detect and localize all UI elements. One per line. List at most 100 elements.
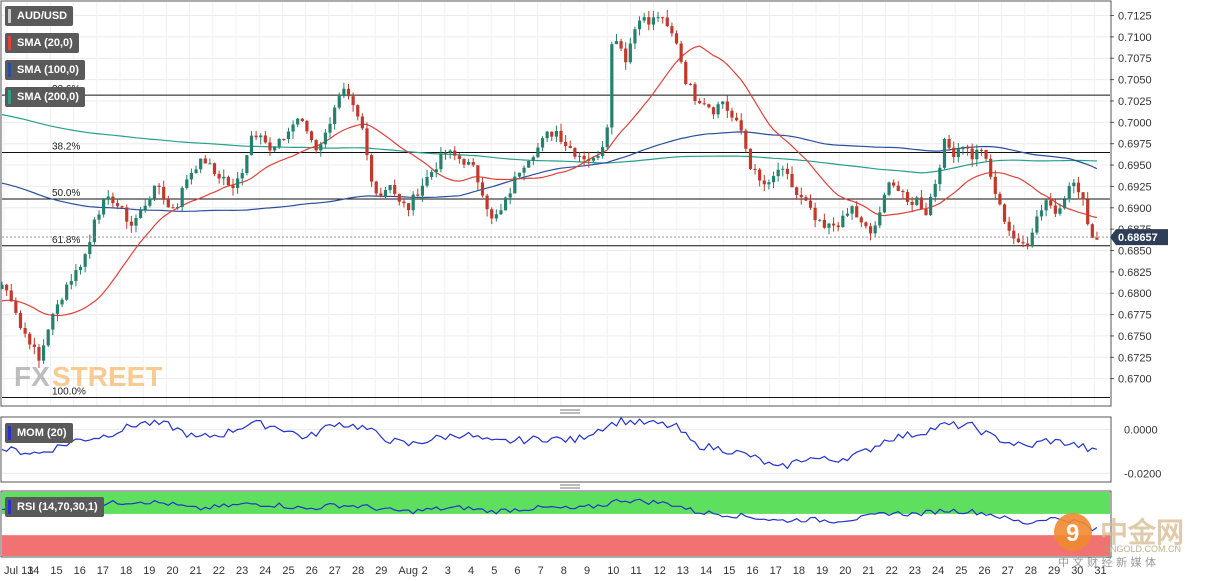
date-tick-label: 6 [514,565,520,577]
candle-body [601,147,605,156]
candle-body [924,209,928,216]
candle-body [785,168,789,174]
candle-body [1090,224,1094,238]
candle-body [605,127,609,148]
date-tick-label: 20 [839,565,851,577]
candle-body [550,131,554,137]
price-tick-label: 0.6975 [1118,139,1152,151]
candle-body [148,198,152,206]
candle-body [41,345,46,361]
pane-divider-handle-2[interactable] [560,484,580,489]
date-tick-label: 4 [468,565,474,577]
candle-body [674,33,679,44]
candle-body [9,290,13,302]
candle-body [850,206,854,214]
date-tick-label: 2 [422,565,428,577]
candle-body [102,198,106,215]
candle-body [346,88,351,97]
candle-body [471,162,475,166]
candle-body [864,222,868,227]
date-tick-label: 31 [1094,565,1106,577]
candle-body [217,173,221,179]
date-tick-label: Jul 13 [4,565,33,577]
watermark-fx: FX [14,361,50,392]
candle-body [222,176,226,179]
candle-body [827,223,831,228]
cngold-logo-glyph: 9 [1066,520,1079,547]
current-price-badge [1110,229,1168,246]
candle-body [975,149,979,160]
momentum-tick-label: 0.0000 [1124,424,1158,436]
candle-body [993,176,997,194]
candle-body [762,180,766,185]
cngold-brand: 中金网 [1100,516,1184,548]
candle-body [393,185,397,194]
legend-sma20[interactable]: SMA (20,0) [5,33,79,53]
pane-divider-handle[interactable] [560,409,580,414]
candle-body [14,301,18,313]
candle-body [508,193,512,198]
momentum-pane [0,416,1112,483]
price-tick-label: 0.6700 [1118,374,1152,386]
candle-body [37,347,41,361]
candle-body [1035,216,1039,233]
candle-body [744,130,748,149]
candle-body [670,26,674,34]
fib-label: 61.8% [52,235,80,246]
candle-body [1086,199,1090,225]
candle-body [979,149,984,151]
candle-body [272,146,277,151]
date-tick-label: 7 [538,565,544,577]
candle-body [434,169,438,173]
date-tick-label: 3 [445,565,451,577]
candle-body [448,150,452,153]
legend-rsi[interactable]: RSI (14,70,30,1) [5,497,104,517]
candle-body [263,135,267,143]
candle-body [661,17,665,19]
candle-body [665,17,669,27]
candle-body [1049,200,1053,206]
candle-body [813,207,817,221]
candle-body [383,190,388,197]
legend-symbol[interactable]: AUD/USD [5,6,74,26]
candle-body [892,182,896,186]
legend-sma100[interactable]: SMA (100,0) [5,60,85,80]
candle-body [337,96,341,108]
date-tick-label: 14 [27,565,39,577]
candle-body [231,185,235,189]
candle-body [485,195,489,210]
price-tick-label: 0.6775 [1118,310,1152,322]
date-tick-label: 25 [282,565,294,577]
candle-body [637,20,642,30]
candle-body [1026,243,1030,247]
candle-body [416,194,420,196]
momentum-line [1,416,1098,470]
price-tick-label: 0.7100 [1118,32,1152,44]
date-tick-label: 16 [74,565,86,577]
candle-body [0,284,4,290]
date-tick-label: 15 [723,565,735,577]
candle-body [286,131,291,140]
legend-sma200[interactable]: SMA (200,0) [5,87,85,107]
date-tick-label: 28 [352,565,364,577]
candle-body [596,155,600,158]
candle-body [212,163,217,174]
price-tick-label: 0.6950 [1118,160,1152,172]
candle-body [1030,232,1034,247]
candle-body [240,173,244,179]
candle-body [536,147,540,158]
date-tick-label: Aug [398,565,418,577]
candle-body [587,159,591,161]
date-tick-label: 19 [816,565,828,577]
candle-body [929,196,933,216]
candle-body [873,225,877,234]
cngold-url: ENGOLD.COM.CN [1104,544,1181,554]
legend-mom[interactable]: MOM (20) [5,423,73,443]
price-tick-label: 0.7000 [1118,117,1152,129]
candle-body [65,284,69,300]
legend-sma20-label: SMA (20,0) [17,37,73,49]
candle-body [120,206,124,208]
candle-body [180,187,184,208]
candle-body [767,182,771,185]
